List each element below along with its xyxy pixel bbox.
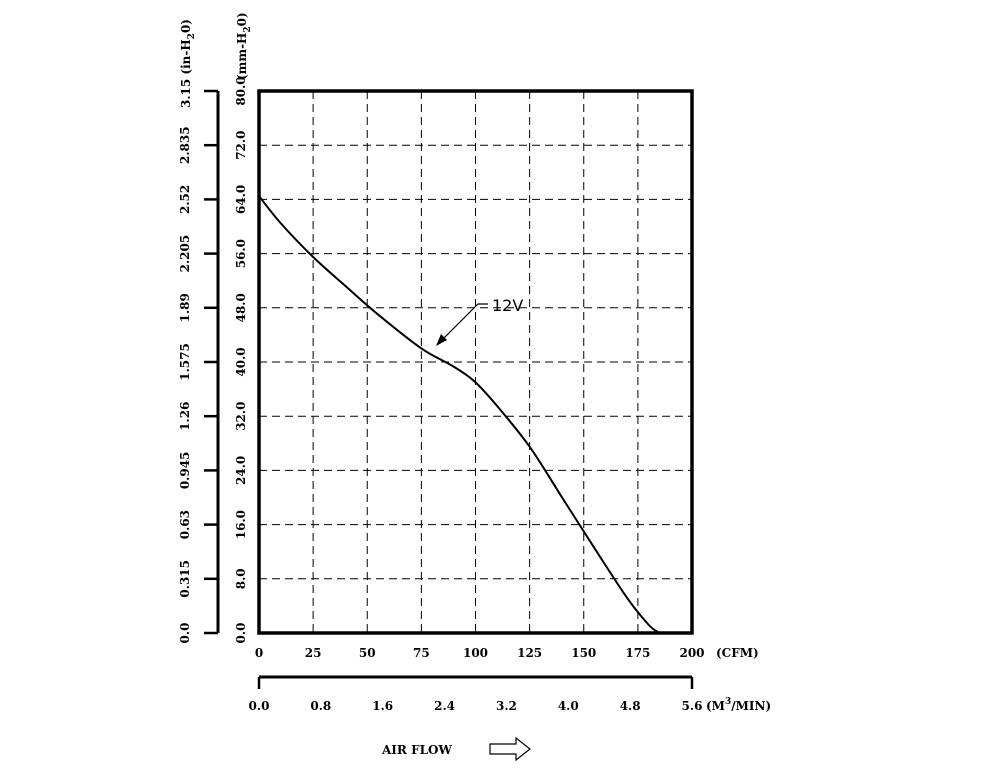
primary-y-tick-label: 64.0 xyxy=(234,185,248,214)
primary-y-tick-label: 48.0 xyxy=(234,293,248,322)
secondary-y-tick-label: 2.835 xyxy=(178,126,192,164)
primary-y-tick-label: 72.0 xyxy=(234,131,248,160)
primary-x-tick-label: 150 xyxy=(571,646,596,660)
air-flow-label: AIR FLOW xyxy=(381,743,452,757)
secondary-x-tick-label: 2.4 xyxy=(434,699,455,713)
secondary-x-tick-label: 4.8 xyxy=(620,699,641,713)
secondary-y-tick-label: 0.0 xyxy=(178,623,192,644)
primary-y-tick-label: 32.0 xyxy=(234,402,248,431)
secondary-y-unit-main: 3.15 (in-H xyxy=(179,39,193,108)
primary-x-tick-labels: 0 25 50 75 100 125 150 175 200 xyxy=(255,646,705,660)
secondary-y-unit-rest: 0) xyxy=(179,19,193,33)
secondary-x-tick-label: 0.8 xyxy=(310,699,331,713)
primary-y-tick-label: 0.0 xyxy=(234,623,248,644)
primary-y-unit-main: (mm-H xyxy=(235,33,249,80)
secondary-y-tick-labels: 0.0 0.315 0.63 0.945 1.26 1.575 1.89 2.205 2.52 2… xyxy=(178,126,192,643)
secondary-y-tick-label: 1.26 xyxy=(178,402,192,431)
series-12v-curve xyxy=(258,195,661,634)
secondary-x-unit-label: (M3/MIN) xyxy=(706,697,771,713)
primary-x-tick-label: 75 xyxy=(413,646,430,660)
primary-y-unit-sub: 2 xyxy=(243,26,253,32)
primary-y-tick-label: 8.0 xyxy=(234,568,248,589)
annotation-leader-line xyxy=(439,303,488,343)
secondary-x-axis-line xyxy=(257,675,694,689)
secondary-y-tick-label: 0.315 xyxy=(178,560,192,598)
secondary-x-tick-label: 0.0 xyxy=(249,699,270,713)
secondary-y-tick-label: 2.205 xyxy=(178,235,192,273)
secondary-x-tick-label: 1.6 xyxy=(372,699,393,713)
primary-y-tick-label: 80.0 xyxy=(234,76,248,105)
secondary-y-tick-label: 2.52 xyxy=(178,185,192,214)
secondary-y-tick-label: 1.89 xyxy=(178,293,192,322)
secondary-x-unit-rest: /MIN) xyxy=(731,699,771,713)
primary-y-tick-labels: 0.0 8.0 16.0 24.0 32.0 40.0 48.0 56.0 64.0 72.0 80… xyxy=(234,76,248,643)
secondary-y-tick-label: 0.945 xyxy=(178,452,192,490)
secondary-x-tick-label: 4.0 xyxy=(558,699,579,713)
primary-y-unit-rest: 0) xyxy=(235,12,249,26)
secondary-x-unit-main: (M xyxy=(706,699,725,713)
primary-y-tick-label: 56.0 xyxy=(234,239,248,268)
grid-lines xyxy=(259,91,692,633)
primary-x-unit-label: (CFM) xyxy=(716,646,759,660)
secondary-y-tick-label: 1.575 xyxy=(178,343,192,381)
primary-y-tick-label: 16.0 xyxy=(234,510,248,539)
series-12v-label: 12V xyxy=(492,296,523,315)
annotation-arrowhead xyxy=(436,334,447,346)
primary-x-tick-label: 100 xyxy=(463,646,488,660)
secondary-y-ticks xyxy=(204,143,218,581)
primary-y-tick-label: 24.0 xyxy=(234,456,248,485)
secondary-y-unit-sub: 2 xyxy=(187,33,197,39)
primary-x-tick-label: 175 xyxy=(625,646,650,660)
primary-x-tick-label: 25 xyxy=(305,646,322,660)
series-12v-annotation: 12V xyxy=(436,296,523,346)
secondary-x-tick-label: 5.6 xyxy=(682,699,703,713)
secondary-x-tick-labels: 0.0 0.8 1.6 2.4 3.2 4.0 4.8 5.6 xyxy=(249,699,703,713)
secondary-y-unit-label: 3.15 (in-H20) xyxy=(179,19,197,108)
secondary-x-tick-label: 3.2 xyxy=(496,699,517,713)
primary-x-tick-label: 200 xyxy=(679,646,704,660)
secondary-x-unit-sup: 3 xyxy=(725,697,731,707)
plot-frame xyxy=(257,89,694,635)
secondary-y-tick-label: 0.63 xyxy=(178,510,192,539)
air-flow-arrow-icon xyxy=(489,736,531,762)
primary-x-tick-label: 50 xyxy=(359,646,376,660)
primary-x-tick-label: 0 xyxy=(255,646,263,660)
primary-y-unit-label: (mm-H20) xyxy=(235,12,253,80)
primary-x-tick-label: 125 xyxy=(517,646,542,660)
primary-y-tick-label: 40.0 xyxy=(234,347,248,376)
